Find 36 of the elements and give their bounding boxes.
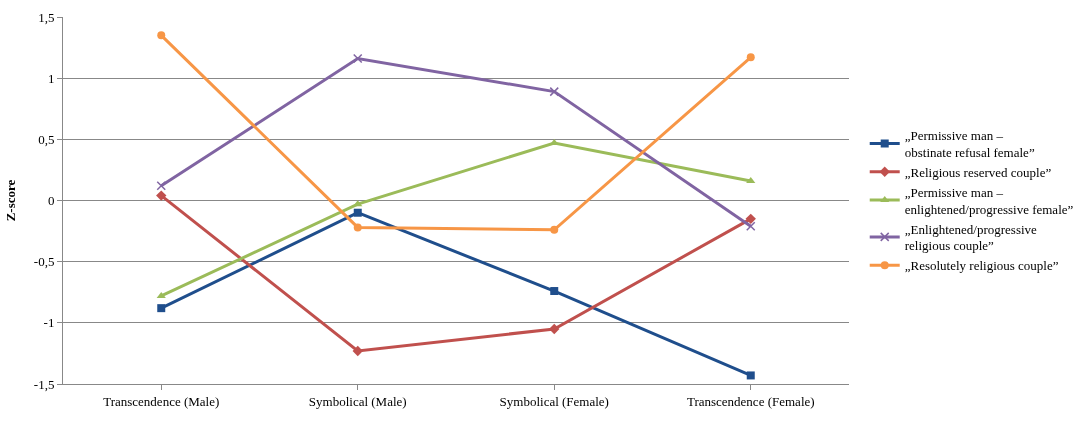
x-tick-label: Symbolical (Male) (308, 393, 407, 409)
point (353, 223, 362, 232)
legend-label: „Enlightened/progressive religious couple” (904, 221, 1038, 254)
point (550, 225, 559, 234)
legend-label: „Religious reserved couple” (904, 164, 1052, 180)
y-tick-label: -0,5 (33, 254, 55, 270)
y-tick-label: -1,5 (33, 376, 55, 392)
point (352, 345, 363, 357)
point (746, 176, 756, 183)
point (549, 86, 559, 97)
y-axis-title: Z-score (2, 179, 18, 222)
y-tick-label: -1 (43, 315, 55, 331)
point (550, 287, 559, 296)
point (353, 208, 362, 217)
point (746, 371, 755, 380)
point (549, 323, 560, 335)
y-tick-label: 0,5 (38, 131, 55, 147)
point (157, 304, 166, 313)
point (353, 200, 363, 207)
legend-label: „Permissive man – obstinate refusal female” (904, 128, 1035, 160)
point (156, 190, 167, 201)
point (353, 53, 363, 64)
y-tick-label: 1 (47, 70, 55, 86)
x-tick-label: Transcendence (Female) (686, 393, 815, 409)
y-tick-label: 0 (47, 193, 55, 209)
legend-label: „Permissive man – enlightened/progressive female” (904, 184, 1074, 217)
point (156, 181, 166, 191)
point (157, 31, 166, 40)
legend-label: „Resolutely religious couple” (904, 258, 1059, 274)
point (156, 291, 166, 298)
y-tick-label: 1,5 (38, 9, 55, 25)
x-tick-label: Symbolical (Female) (499, 393, 609, 409)
point (745, 213, 756, 225)
point (746, 221, 756, 231)
x-tick-label: Transcendence (Male) (103, 393, 220, 409)
point (746, 53, 755, 62)
